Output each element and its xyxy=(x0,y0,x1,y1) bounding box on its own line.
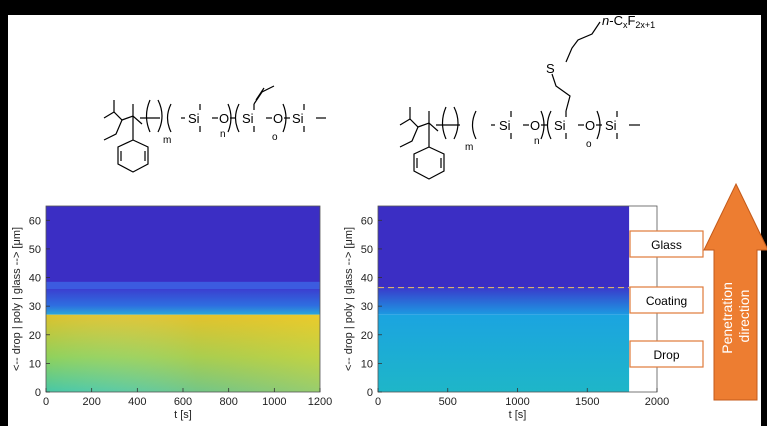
left-si-3: Si xyxy=(292,111,304,126)
y-tick-label: 40 xyxy=(29,273,41,285)
drop-band xyxy=(378,314,630,392)
coating-label-box xyxy=(629,286,704,314)
poly-band xyxy=(378,287,630,315)
right-si-2: Si xyxy=(554,118,566,133)
right-o-1: O xyxy=(530,118,540,133)
coating-label: Coating xyxy=(646,294,687,308)
x-tick-label: 0 xyxy=(375,396,381,408)
y-tick-label: 20 xyxy=(361,330,373,342)
y-tick-label: 40 xyxy=(361,273,373,285)
interface-glow xyxy=(46,281,320,289)
left-sub-m: m xyxy=(163,135,171,146)
layer-labels: Glass Coating Drop xyxy=(629,230,704,368)
right-fluoro-chain: n-CxF2x+1 xyxy=(602,13,655,30)
left-structure-labels: Si O Si O Si m n o xyxy=(163,111,304,146)
right-si-1: Si xyxy=(499,118,511,133)
right-structure xyxy=(399,21,640,180)
x-tick-label: 400 xyxy=(128,396,146,408)
x-tick-label: 1000 xyxy=(262,396,286,408)
x-tick-label: 800 xyxy=(219,396,237,408)
x-tick-label: 1500 xyxy=(575,396,599,408)
left-o-2: O xyxy=(273,111,283,126)
x-axis-label: t [s] xyxy=(174,409,192,421)
y-tick-label: 50 xyxy=(29,244,41,256)
y-axis-label: <-- drop | poly | glass --> [μm] xyxy=(343,227,355,371)
right-o-2: O xyxy=(585,118,595,133)
y-tick-label: 50 xyxy=(361,244,373,256)
right-sulfur: S xyxy=(546,61,555,76)
penetration-arrow-shape xyxy=(703,182,767,401)
left-sub-n: n xyxy=(220,129,226,140)
right-si-3: Si xyxy=(605,118,617,133)
x-tick-label: 0 xyxy=(43,396,49,408)
drop-label-box xyxy=(629,340,704,368)
left-sub-o: o xyxy=(272,132,278,143)
x-tick-label: 1000 xyxy=(505,396,529,408)
x-axis-label: t [s] xyxy=(509,409,527,421)
y-tick-label: 60 xyxy=(29,215,41,227)
x-tick-label: 600 xyxy=(174,396,192,408)
x-tick-label: 500 xyxy=(439,396,457,408)
left-si-2: Si xyxy=(242,111,254,126)
y-tick-label: 0 xyxy=(367,387,373,399)
x-tick-label: 1200 xyxy=(308,396,332,408)
y-tick-label: 0 xyxy=(35,387,41,399)
drop-band-warm xyxy=(46,314,320,392)
right-structure-labels: Si O Si O Si m n o S n-CxF2x+1 xyxy=(465,13,655,153)
x-tick-label: 2000 xyxy=(645,396,669,408)
left-structure xyxy=(103,85,326,173)
y-tick-label: 30 xyxy=(361,301,373,313)
y-tick-label: 10 xyxy=(29,358,41,370)
x-tick-label: 200 xyxy=(82,396,100,408)
y-tick-label: 20 xyxy=(29,330,41,342)
right-heatmap: 0 500 1000 1500 2000 0 10 20 30 40 50 60 t [s] <-- dr… xyxy=(343,205,669,421)
left-si-1: Si xyxy=(188,111,200,126)
y-tick-label: 10 xyxy=(361,358,373,370)
penetration-label: Penetration direction xyxy=(719,278,752,354)
glass-label-box xyxy=(629,230,704,258)
right-sub-o: o xyxy=(586,139,592,150)
right-sub-n: n xyxy=(534,136,540,147)
y-tick-label: 30 xyxy=(29,301,41,313)
glass-band xyxy=(46,206,320,289)
right-sub-m: m xyxy=(465,142,473,153)
left-heatmap: 0 200 400 600 800 1000 1200 0 10 20 30 40 50 60 t [s] <… xyxy=(11,205,332,421)
left-o-1: O xyxy=(219,111,229,126)
glass-band xyxy=(378,206,630,288)
poly-band xyxy=(46,288,320,315)
penetration-arrow: Penetration direction xyxy=(703,182,767,401)
y-axis-label: <-- drop | poly | glass --> [μm] xyxy=(11,227,23,371)
y-tick-label: 60 xyxy=(361,215,373,227)
glass-label: Glass xyxy=(651,238,682,252)
drop-label: Drop xyxy=(653,348,679,362)
